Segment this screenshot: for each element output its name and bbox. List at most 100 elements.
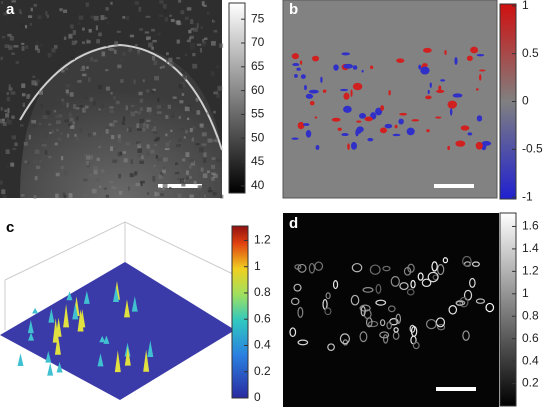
colorbar — [228, 2, 246, 194]
speckle — [118, 191, 123, 195]
speckle — [11, 52, 15, 55]
panel-label: c — [6, 219, 14, 236]
cell — [289, 327, 297, 338]
speckle — [137, 128, 142, 131]
speckle — [77, 67, 82, 70]
speckle — [190, 159, 195, 163]
speckle — [6, 92, 9, 96]
speckle — [150, 149, 155, 154]
speckle — [113, 96, 116, 100]
blob — [308, 89, 319, 94]
cell — [369, 264, 381, 275]
speckle — [119, 151, 123, 155]
blob — [309, 100, 315, 106]
speckle — [110, 92, 113, 95]
speckle — [138, 154, 142, 157]
speckle — [181, 128, 184, 131]
speckle — [203, 4, 207, 7]
speckle — [84, 154, 90, 157]
speckle — [152, 55, 156, 61]
cell — [363, 309, 372, 320]
speckle — [190, 19, 194, 25]
speckle — [45, 10, 48, 16]
speckle — [203, 194, 207, 199]
speckle — [32, 75, 36, 79]
speckle — [188, 176, 193, 179]
cell — [448, 304, 458, 315]
speckle — [134, 110, 138, 113]
speckle — [184, 16, 189, 20]
panel-b-image — [282, 0, 498, 199]
speckle — [140, 180, 145, 184]
blob — [452, 93, 463, 98]
speckle — [78, 15, 84, 20]
blob — [352, 65, 358, 70]
speckle — [75, 116, 79, 121]
blob — [341, 52, 351, 56]
speckle — [162, 187, 165, 190]
speckle — [77, 22, 81, 25]
blob — [394, 124, 398, 129]
speckle — [23, 141, 28, 146]
speckle — [10, 162, 15, 167]
speckle — [25, 45, 29, 49]
colorbar-tick-label: 1.4 — [522, 241, 539, 255]
speckle — [58, 114, 63, 118]
blob — [392, 133, 401, 137]
speckle — [170, 112, 176, 116]
speckle — [69, 92, 74, 97]
peak — [28, 332, 35, 341]
speckle — [155, 154, 159, 159]
speckle — [181, 93, 185, 96]
speckle — [64, 170, 69, 176]
speckle — [109, 109, 114, 114]
speckle — [146, 152, 150, 156]
cell — [427, 271, 439, 283]
blob — [466, 55, 473, 62]
cell — [360, 305, 366, 317]
speckle — [37, 48, 40, 53]
speckle — [51, 129, 55, 134]
speckle — [84, 41, 88, 46]
speckle — [6, 116, 10, 122]
blob — [339, 88, 349, 92]
speckle — [161, 65, 165, 69]
speckle — [201, 42, 206, 47]
speckle — [181, 182, 186, 187]
speckle — [38, 122, 42, 126]
peak — [147, 340, 154, 358]
blob — [440, 79, 446, 82]
speckle — [148, 39, 151, 44]
speckle — [20, 22, 25, 27]
speckle — [135, 182, 141, 187]
colorbar-tick-label: 60 — [251, 83, 265, 97]
speckle — [70, 24, 74, 29]
blob — [352, 82, 363, 91]
speckle — [86, 66, 89, 69]
speckle — [8, 87, 13, 91]
speckle — [158, 14, 164, 18]
peak — [66, 291, 73, 301]
speckle — [110, 1, 113, 5]
speckle — [73, 104, 76, 109]
speckle — [69, 124, 75, 129]
blob — [300, 74, 306, 79]
blob — [436, 89, 445, 94]
speckle — [26, 94, 30, 99]
speckle — [66, 133, 70, 138]
speckle — [93, 15, 99, 21]
cell — [442, 257, 449, 264]
speckle — [196, 23, 199, 28]
speckle — [90, 56, 93, 62]
blob — [421, 63, 428, 68]
speckle — [118, 173, 122, 179]
blob — [343, 105, 352, 113]
speckle — [184, 53, 188, 57]
speckle — [210, 71, 215, 77]
blob — [455, 140, 466, 147]
cell — [382, 334, 389, 344]
speckle — [123, 158, 128, 163]
speckle — [154, 76, 159, 81]
speckle — [146, 124, 151, 129]
blob — [418, 64, 422, 70]
